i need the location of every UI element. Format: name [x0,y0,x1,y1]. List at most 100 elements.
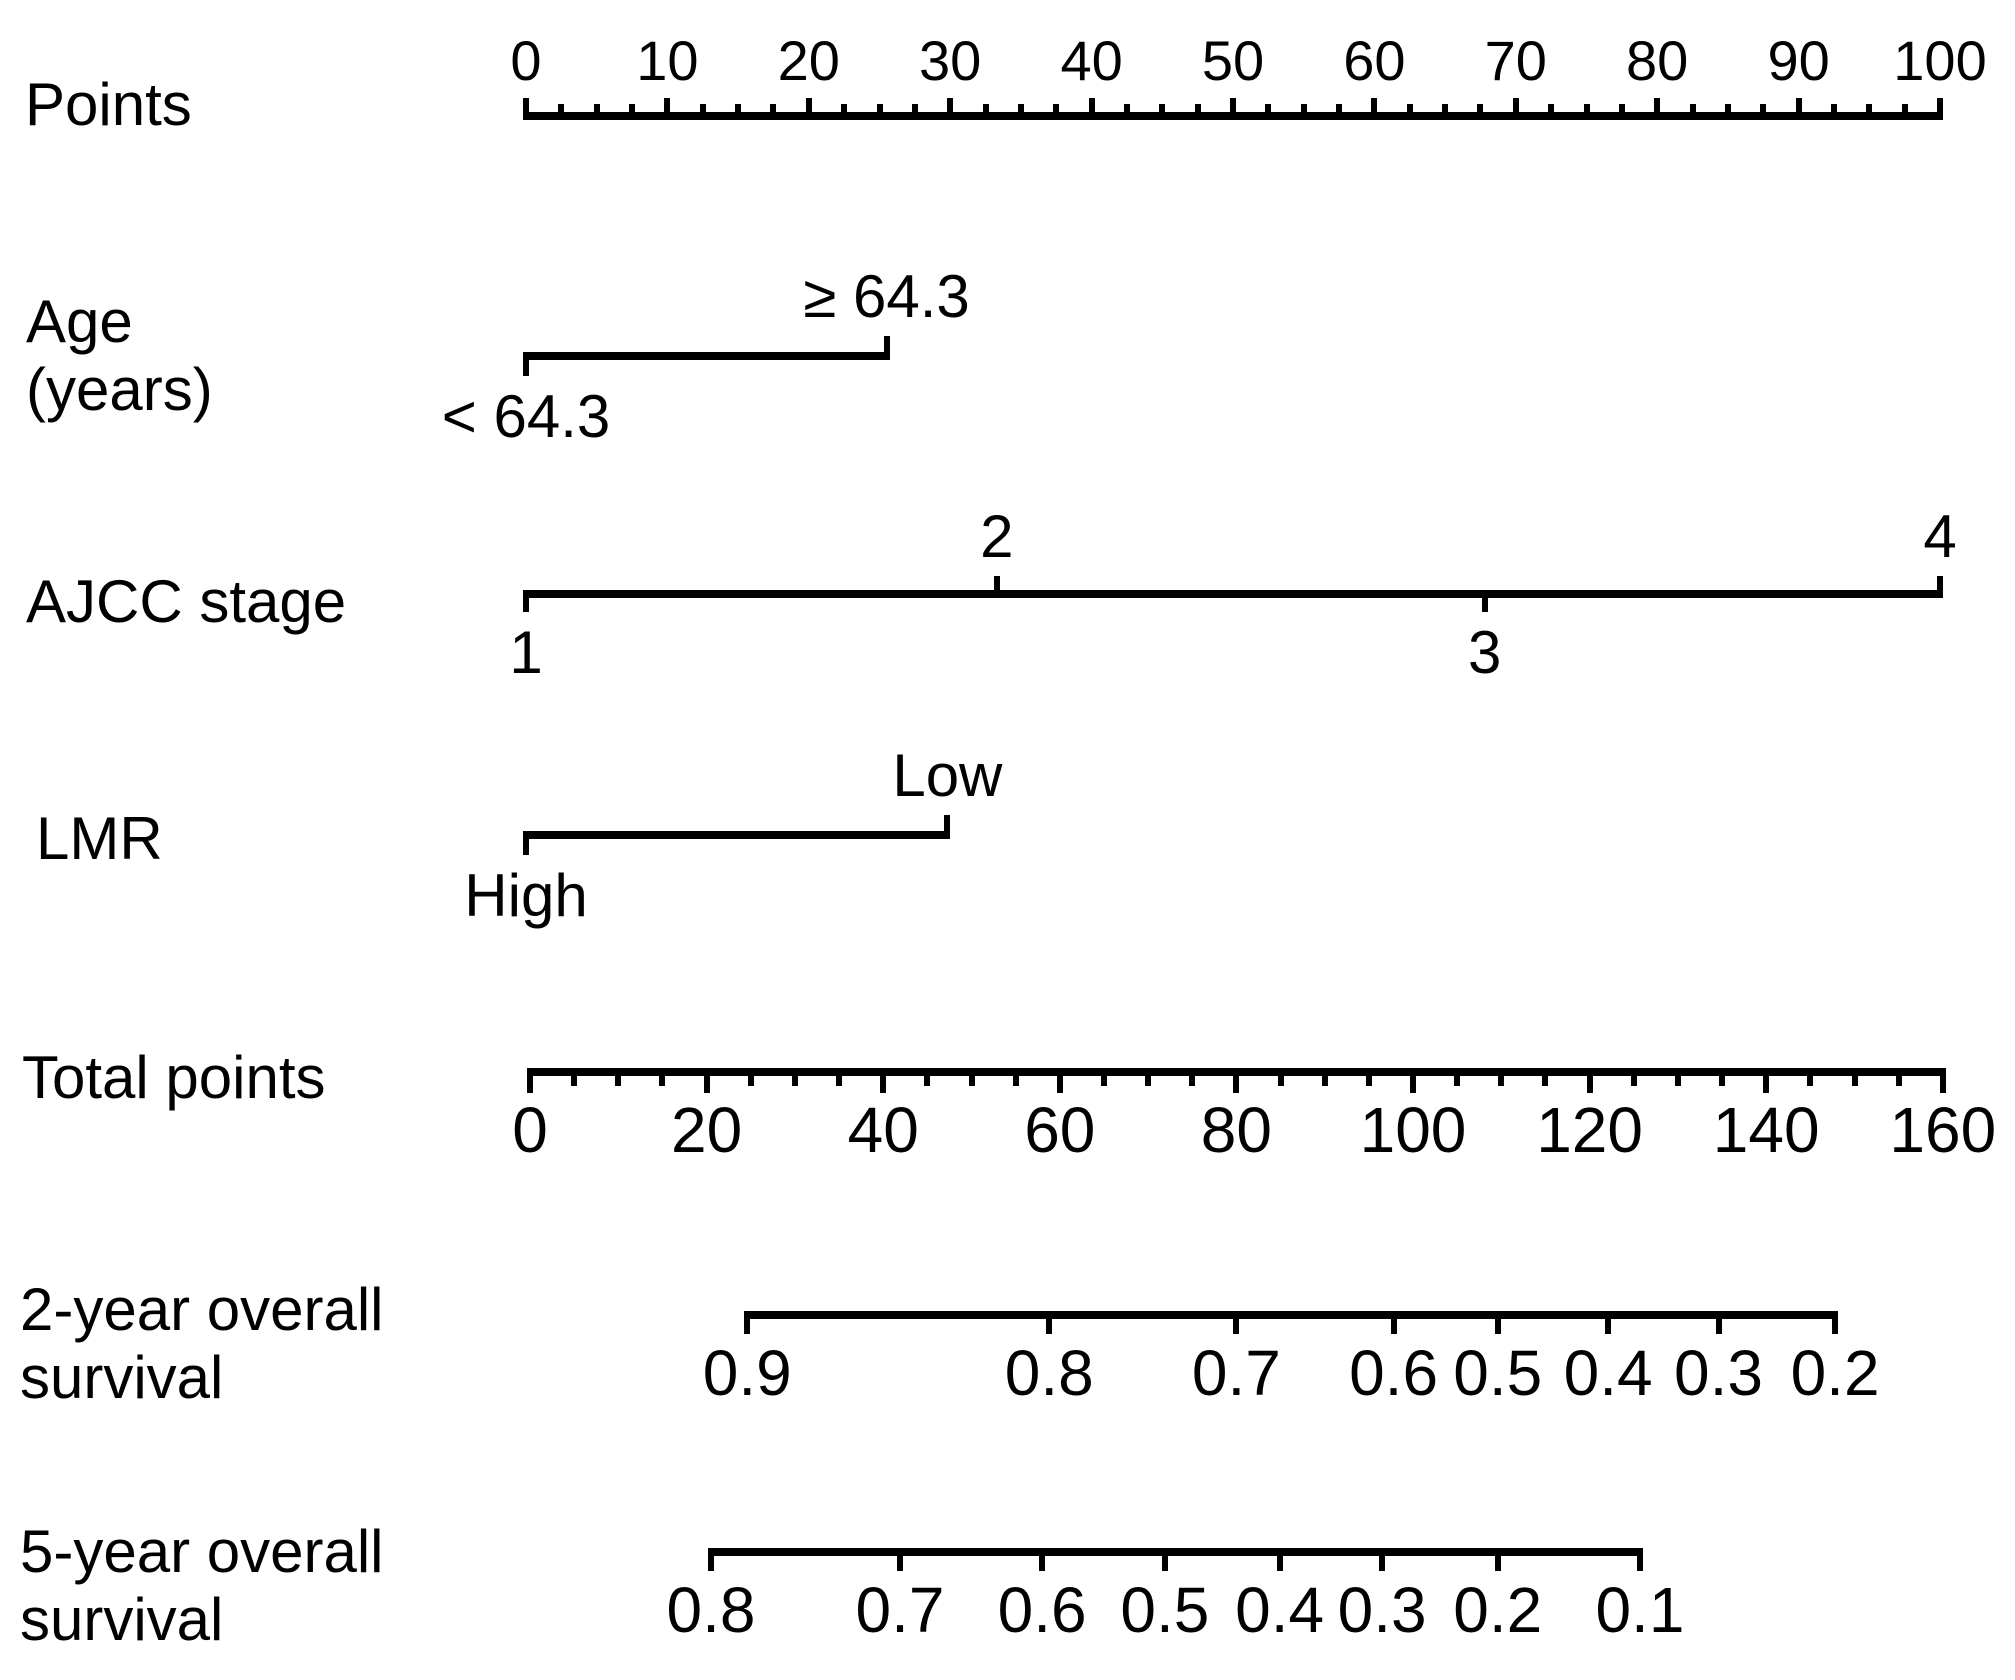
row-os5-tick-label: 0.4 [1235,1574,1325,1646]
row-os5-tick [1379,1548,1386,1571]
row-total-tick-minor [791,1068,798,1086]
row-os5-tick-label: 0.7 [855,1574,945,1646]
row-total-tick-minor [1100,1068,1107,1086]
row-os2-tick [1715,1311,1722,1334]
row-points-tick-major [805,98,812,120]
row-points-tick-major [1795,98,1802,120]
row-ajcc-tick [1937,576,1943,598]
row-os2-tick-label: 0.4 [1563,1337,1653,1409]
row-points-tick-minor [876,104,883,120]
row-os2-tick-label: 0.2 [1790,1337,1880,1409]
row-points-tick-label: 10 [636,29,699,92]
row-os5-tick-label: 0.2 [1453,1574,1543,1646]
row-points-tick-minor [629,104,636,120]
row-total-tick-minor [615,1068,622,1086]
row-age-category-label: < 64.3 [441,383,611,450]
row-os2-tick-label: 0.8 [1004,1337,1094,1409]
row-ajcc-tick [993,576,1000,598]
row-lmr-axis-line [523,831,951,839]
row-points-tick-minor [558,104,565,120]
row-os5-tick [1494,1548,1501,1571]
row-total-tick-minor [1719,1068,1726,1086]
row-total-tick-minor [1321,1068,1328,1086]
row-os2-tick [1046,1311,1053,1334]
row-ajcc-tick [523,590,529,612]
row-os5-label-line: survival [20,1586,224,1653]
row-lmr-tick [523,831,529,855]
row-points-tick-label: 40 [1060,29,1123,92]
row-total-tick-minor [1851,1068,1858,1086]
row-os2-tick-label: 0.6 [1349,1337,1439,1409]
row-points-tick-minor [1300,104,1307,120]
row-total-tick-major [1233,1068,1240,1093]
row-os5-label-line: 5-year overall [20,1518,384,1585]
row-os2-axis-line [744,1311,1839,1319]
row-os5-tick-label: 0.6 [997,1574,1087,1646]
row-total-tick-minor [1895,1068,1902,1086]
row-total-tick-minor [1189,1068,1196,1086]
row-points-tick-minor [1194,104,1201,120]
row-total-label-line: Total points [22,1044,326,1111]
row-age-tick [883,336,890,360]
row-os2-tick-label: 0.7 [1191,1337,1281,1409]
row-total-tick-minor [1807,1068,1814,1086]
row-points-tick-minor [982,104,989,120]
row-points-tick-label: 20 [777,29,840,92]
row-total-tick-minor [1277,1068,1284,1086]
row-total-tick-minor [1012,1068,1019,1086]
row-age-category-label: ≥ 64.3 [803,263,970,330]
row-points-tick-minor [1901,104,1908,120]
row-os5-tick-label: 0.3 [1337,1574,1427,1646]
row-os2-tick-label: 0.5 [1453,1337,1543,1409]
row-total-tick-minor [968,1068,975,1086]
row-os2-tick [1494,1311,1501,1334]
row-os2-tick-label: 0.9 [702,1337,792,1409]
row-os5-tick [1636,1548,1643,1571]
row-ajcc-category-label: 4 [1923,503,1957,570]
row-os5-tick-label: 0.5 [1120,1574,1210,1646]
row-points-tick-major [1371,98,1378,120]
row-points-tick-major [947,98,954,120]
row-total-tick-minor [1454,1068,1461,1086]
row-points-tick-minor [1017,104,1024,120]
row-total-tick-minor [924,1068,931,1086]
row-points-tick-minor [1442,104,1449,120]
row-os2-tick-label: 0.3 [1674,1337,1763,1409]
row-lmr-category-label: Low [892,742,1003,809]
row-total-tick-major [703,1068,710,1093]
row-points-label-line: Points [25,71,192,138]
row-os2-label-line: 2-year overall [20,1276,384,1343]
row-total-tick-label: 40 [847,1094,919,1166]
row-points-tick-label: 80 [1626,29,1689,92]
row-points-tick-major [1512,98,1519,120]
row-lmr-tick [944,815,951,839]
row-points-tick-minor [735,104,742,120]
row-points-tick-major [1230,98,1236,120]
row-points-tick-minor [1477,104,1484,120]
row-os2-tick [1390,1311,1397,1334]
row-ajcc-category-label: 3 [1468,619,1502,686]
row-points-tick-minor [1583,104,1590,120]
row-total-tick-minor [747,1068,754,1086]
row-total-tick-label: 60 [1024,1094,1096,1166]
row-age-label-line: (years) [26,356,213,423]
row-os2-tick [744,1311,751,1334]
row-points-tick-minor [1123,104,1130,120]
row-points-tick-minor [1866,104,1873,120]
row-total-tick-label: 120 [1536,1094,1643,1166]
row-os5-tick-label: 0.1 [1595,1574,1685,1646]
row-total-tick-label: 160 [1889,1094,1997,1166]
row-total-tick-minor [1542,1068,1549,1086]
row-points-tick-label: 60 [1343,29,1406,92]
row-os5-axis-line [708,1548,1643,1556]
row-points-tick-label: 30 [919,29,982,92]
row-total-tick-major [1410,1068,1416,1093]
row-os5-tick [896,1548,903,1571]
row-total-tick-label: 100 [1359,1094,1467,1166]
row-total-tick-major [1056,1068,1063,1093]
row-points-tick-minor [593,104,600,120]
row-points-tick-minor [1724,104,1731,120]
row-ajcc-category-label: 2 [980,503,1014,570]
row-points-tick-label: 50 [1201,29,1265,92]
row-points-tick-major [1654,98,1661,120]
